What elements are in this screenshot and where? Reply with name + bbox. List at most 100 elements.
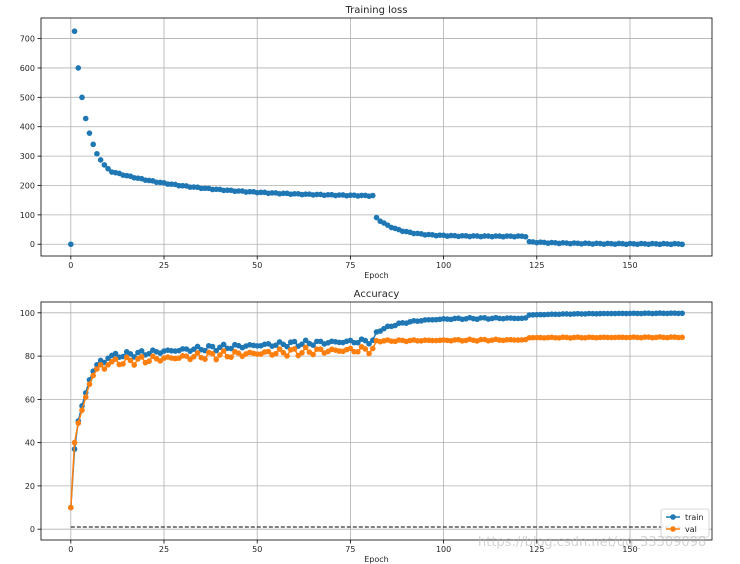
x-tick-label: 75 (345, 261, 355, 270)
data-point (131, 362, 137, 368)
legend-marker (670, 526, 676, 532)
y-tick-label: 200 (20, 181, 35, 190)
legend: train val (660, 508, 710, 538)
x-tick-label: 0 (68, 261, 73, 270)
x-axis-label: Epoch (364, 555, 389, 564)
data-point (310, 351, 316, 358)
data-point (146, 358, 152, 365)
data-point (347, 345, 354, 352)
y-tick-label: 40 (25, 439, 35, 448)
data-point (366, 341, 372, 347)
data-point (276, 346, 283, 352)
legend-marker (670, 514, 676, 520)
data-point (101, 366, 108, 372)
data-point (90, 372, 96, 379)
data-point (82, 115, 89, 122)
data-point (273, 350, 279, 357)
data-point (71, 28, 78, 35)
data-point (120, 361, 126, 367)
data-point (265, 348, 272, 355)
data-point (123, 354, 130, 361)
data-point (299, 350, 305, 356)
data-point (220, 348, 227, 354)
plot-frame (40, 301, 713, 541)
data-point (202, 356, 208, 362)
x-tick-label: 125 (529, 545, 544, 554)
data-point (94, 366, 100, 372)
data-point (194, 350, 201, 356)
y-tick-label: 0 (30, 525, 35, 534)
data-point (127, 357, 134, 364)
data-point (191, 353, 197, 360)
chart-title: Accuracy (354, 289, 400, 300)
data-point (679, 241, 685, 248)
data-point (355, 349, 361, 355)
data-point (209, 343, 216, 350)
data-point (138, 353, 145, 360)
y-tick-label: 100 (20, 211, 35, 220)
x-tick-label: 150 (622, 545, 637, 554)
y-tick-label: 700 (20, 35, 35, 44)
accuracy-chart: 0 25 50 75 100 125 150 0 20 40 60 80 100 Accuracy Epoc… (20, 289, 713, 564)
data-point (194, 343, 201, 350)
data-point (228, 354, 234, 360)
y-tick-label: 300 (20, 152, 35, 161)
y-tick-label: 20 (25, 482, 35, 491)
data-point (86, 381, 93, 388)
x-tick-label: 25 (159, 261, 169, 270)
data-point (280, 349, 287, 356)
x-tick-label: 125 (529, 261, 544, 270)
data-point (105, 361, 111, 368)
x-tick-label: 100 (436, 545, 451, 554)
data-point (228, 345, 234, 352)
x-tick-label: 25 (159, 545, 169, 554)
data-point (217, 352, 223, 358)
x-tick-label: 50 (252, 261, 262, 270)
series-loss (68, 28, 685, 248)
data-point (94, 150, 100, 157)
y-tick-label: 500 (20, 93, 35, 102)
data-point (220, 341, 227, 348)
x-tick-label: 50 (252, 545, 262, 554)
data-point (75, 65, 82, 71)
data-point (291, 338, 298, 345)
data-point (71, 439, 78, 446)
data-point (369, 192, 376, 199)
data-point (284, 353, 290, 359)
data-point (310, 342, 316, 348)
data-point (317, 346, 324, 353)
x-tick-label: 0 (68, 545, 73, 554)
data-point (75, 420, 82, 426)
data-point (127, 351, 134, 357)
data-point (273, 342, 279, 349)
data-point (68, 504, 74, 511)
data-point (369, 345, 376, 352)
x-axis-label: Epoch (364, 271, 389, 280)
data-point (183, 353, 190, 359)
data-point (138, 348, 145, 354)
data-point (105, 165, 111, 172)
data-point (97, 157, 104, 163)
data-point (362, 346, 369, 352)
chart-title: Training loss (345, 5, 408, 16)
data-point (112, 356, 119, 362)
x-tick-label: 100 (436, 261, 451, 270)
y-tick-label: 100 (20, 309, 35, 318)
training-loss-chart: 0 25 50 75 100 125 150 0 100 200 300 400 500 600 700 Tr… (20, 5, 713, 280)
data-point (90, 141, 96, 148)
data-point (213, 347, 220, 354)
legend-label: val (685, 525, 697, 534)
data-point (679, 310, 685, 317)
data-point (679, 334, 685, 341)
data-point (284, 343, 290, 350)
data-point (291, 346, 298, 352)
series-val (68, 334, 685, 511)
y-tick-label: 600 (20, 64, 35, 73)
data-point (355, 339, 361, 346)
data-point (362, 337, 369, 344)
data-point (235, 350, 242, 357)
data-point (112, 350, 119, 357)
data-point (373, 214, 380, 221)
y-tick-label: 400 (20, 123, 35, 132)
y-tick-label: 80 (25, 352, 35, 361)
